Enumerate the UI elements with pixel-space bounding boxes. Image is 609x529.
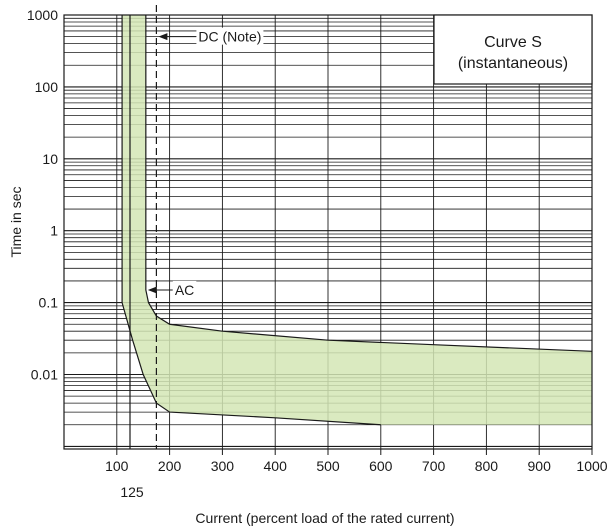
legend-subtitle: (instantaneous) xyxy=(458,55,568,72)
x-tick-label: 400 xyxy=(264,458,288,474)
lower-boundary-line xyxy=(121,15,381,426)
annotation-ac: AC xyxy=(147,280,197,298)
x-axis-label: Current (percent load of the rated curre… xyxy=(195,510,454,526)
y-tick-label: 0.1 xyxy=(39,295,59,311)
y-tick-label: 1000 xyxy=(27,7,58,23)
x-tick-label: 700 xyxy=(422,458,446,474)
ac-label-background xyxy=(172,280,197,298)
plot-frame xyxy=(63,14,593,450)
x-tick-label: 1000 xyxy=(576,458,607,474)
x-tick-label: 600 xyxy=(369,458,393,474)
x-tick-label: 300 xyxy=(211,458,235,474)
dc-label-background xyxy=(196,27,264,45)
annotation-dc: DC (Note) xyxy=(158,27,264,45)
ac-label: AC xyxy=(175,282,194,298)
x-tick-label: 500 xyxy=(316,458,340,474)
reference-lines xyxy=(129,5,157,449)
legend-frame xyxy=(433,14,593,85)
x-tick-label: 100 xyxy=(105,458,129,474)
x-tick-label: 900 xyxy=(528,458,552,474)
ac-arrow-head xyxy=(147,286,157,294)
y-tick-label: 0.01 xyxy=(31,367,58,383)
y-tick-label: 10 xyxy=(42,151,58,167)
x-tick-label-extra: 125 xyxy=(120,484,144,500)
curve-legend-box: Curve S (instantaneous) xyxy=(433,14,593,85)
legend-title: Curve S xyxy=(484,34,542,51)
upper-boundary-line xyxy=(145,15,593,352)
y-tick-label: 100 xyxy=(35,79,59,95)
dc-arrow-head xyxy=(158,33,168,41)
x-tick-label: 800 xyxy=(475,458,499,474)
y-tick-label: 1 xyxy=(50,223,58,239)
dc-label: DC (Note) xyxy=(198,29,261,45)
tick-labels: 100 200 300 400 500 600 700 800 900 1000 125 0.01 0.… xyxy=(27,7,608,500)
tripping-band-area xyxy=(122,15,592,425)
x-tick-label: 200 xyxy=(158,458,182,474)
y-axis-label: Time in sec xyxy=(8,186,24,257)
